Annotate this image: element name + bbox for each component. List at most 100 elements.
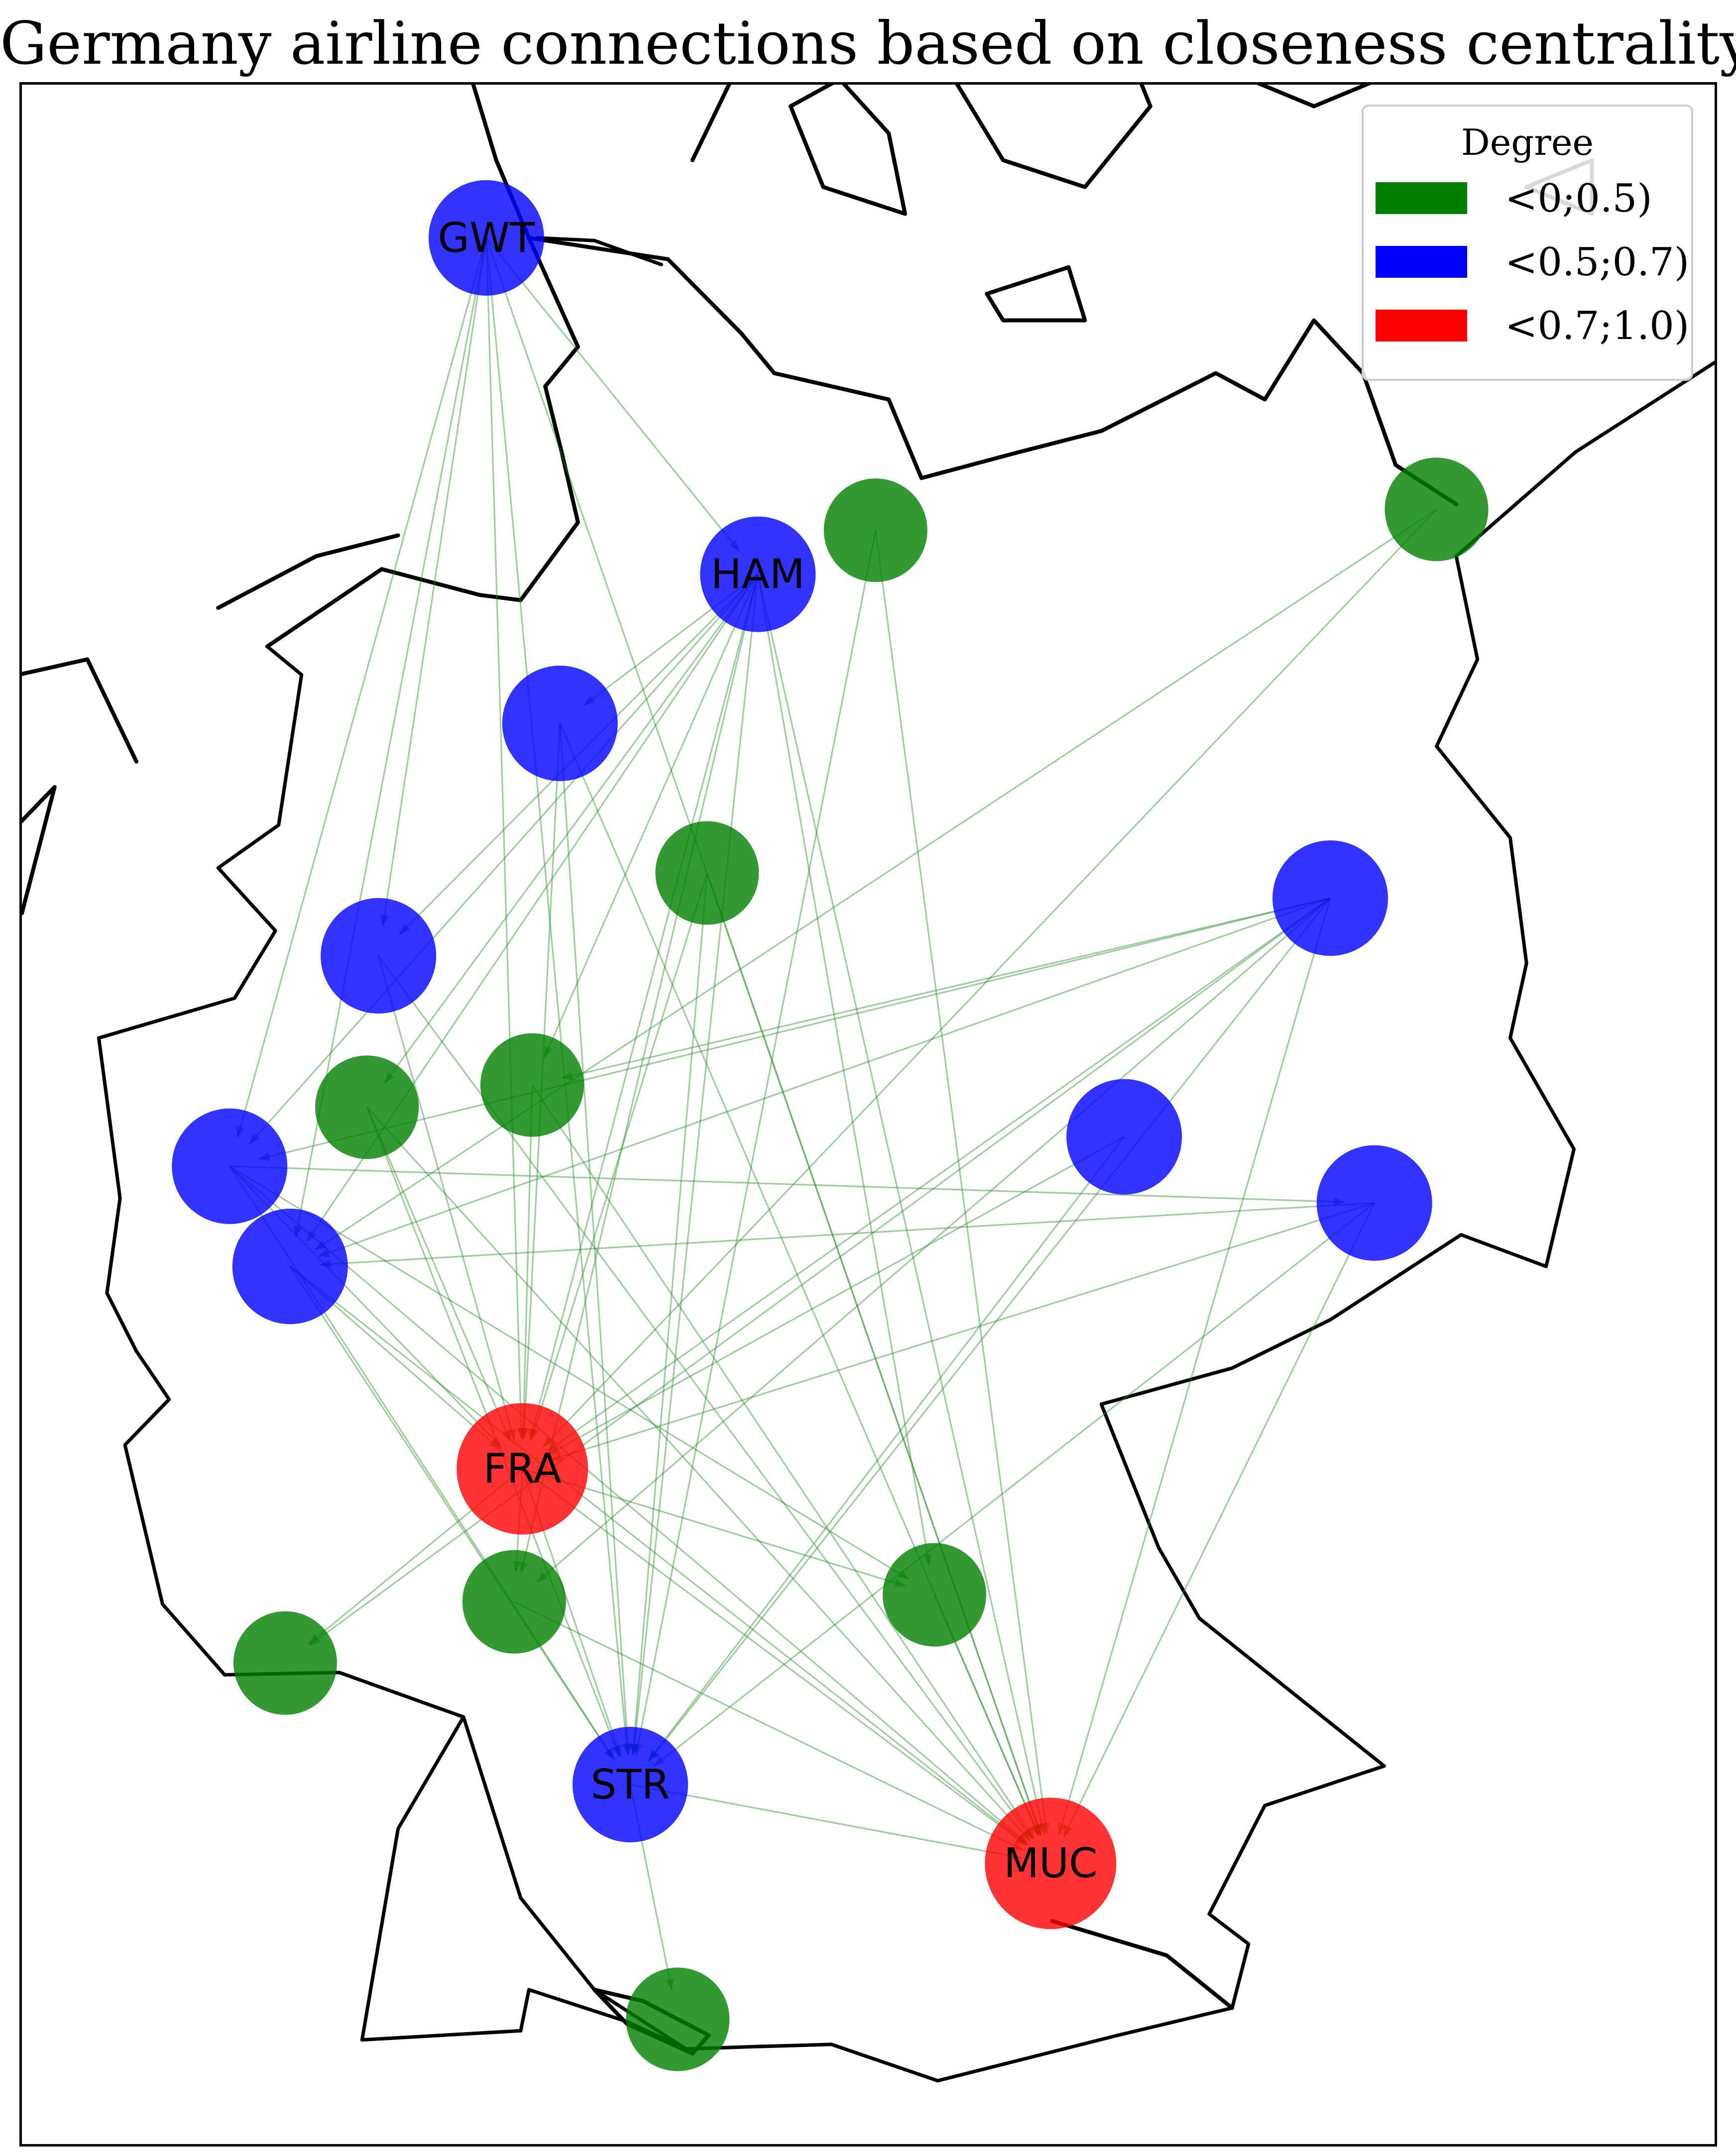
- route-ERF-FRA: [548, 1136, 1125, 1456]
- route-BRE-STR: [559, 723, 629, 1755]
- legend-label-mid: <0.5;0.7): [1505, 240, 1690, 285]
- route-HAM-NUE: [757, 574, 930, 1566]
- route-HAM-HHN: [520, 574, 759, 1573]
- airport-node-dus: [172, 1108, 288, 1224]
- route-DTM-FRA: [366, 1107, 511, 1442]
- route-PAD-MUC: [531, 1084, 1035, 1839]
- legend-title: Degree: [1461, 121, 1594, 163]
- route-DRS-CGN: [320, 1202, 1375, 1266]
- airport-node-hdf: [1385, 457, 1489, 562]
- route-ERF-STR: [648, 1136, 1125, 1762]
- route-BER-PAD: [561, 897, 1331, 1079]
- airport-node-fmo: [321, 898, 437, 1014]
- route-HAM-DUS: [248, 573, 759, 1145]
- airport-node-dtm: [315, 1055, 419, 1159]
- airport-node-lbc: [823, 478, 927, 582]
- route-BER-HHN: [536, 897, 1331, 1583]
- legend-swatch-green: [1376, 182, 1467, 214]
- coastline-4: [789, 85, 907, 216]
- route-BER-STR: [648, 898, 1331, 1762]
- country-border-5: [1435, 554, 1576, 1268]
- airport-node-pad: [480, 1033, 584, 1137]
- route-DRS-FRA: [551, 1202, 1375, 1461]
- route-GWT-HAM: [485, 237, 740, 552]
- airport-node-ham: [700, 516, 816, 632]
- legend-entry-low: <0;0.5): [1376, 176, 1684, 221]
- route-HAJ-STR: [632, 873, 708, 1755]
- route-FMO-MUC: [377, 955, 1034, 1840]
- legend-entry-high: <0.7;1.0): [1376, 304, 1689, 348]
- route-HDF-FRA: [542, 509, 1437, 1448]
- coastline-12: [216, 533, 400, 610]
- airport-labels: GWT HAM FRA STR MUC: [438, 215, 1098, 1887]
- airport-label-gwt: GWT: [438, 215, 536, 262]
- airport-nodes: [172, 180, 1489, 2071]
- airport-node-str: [573, 1726, 688, 1842]
- airport-node-hhn: [462, 1550, 566, 1654]
- route-FRA-NUE: [522, 1468, 907, 1587]
- airport-label-ham: HAM: [711, 551, 805, 598]
- route-HAM-STR: [632, 574, 759, 1755]
- country-border-3: [684, 1764, 1386, 2083]
- coastlines: [22, 85, 1594, 2056]
- airport-node-fdh: [626, 1967, 730, 2071]
- route-BER-MUC: [1058, 898, 1331, 1835]
- route-HAM-PAD: [543, 573, 759, 1058]
- country-border-4: [1099, 1233, 1548, 1768]
- route-DRS-MUC: [1063, 1202, 1376, 1837]
- route-HHN-MUC: [514, 1601, 1025, 1851]
- route-DRS-STR: [653, 1202, 1375, 1767]
- airport-label-fra: FRA: [483, 1446, 562, 1493]
- coastline-1: [527, 235, 1458, 506]
- route-HDF-CGN: [314, 508, 1437, 1251]
- route-HAJ-FRA: [530, 873, 708, 1441]
- map-canvas: GWT HAM FRA STR MUC: [22, 85, 1715, 2083]
- route-PAD-FRA: [522, 1085, 533, 1439]
- coastline-8: [1256, 85, 1372, 109]
- route-HAJ-MUC: [706, 873, 1042, 1836]
- airport-node-drs: [1316, 1145, 1432, 1261]
- route-GWT-CGN: [295, 237, 487, 1238]
- coastline-11: [22, 785, 57, 915]
- route-FRA-MUC: [522, 1468, 1028, 1846]
- legend-swatch-blue: [1376, 246, 1467, 278]
- coastline-10: [22, 657, 138, 764]
- route-edges: [229, 237, 1437, 1991]
- country-border-1: [105, 1291, 465, 2042]
- route-GWT-DUS: [236, 237, 487, 1138]
- coastline-3: [690, 85, 731, 162]
- route-BER-SCN: [309, 897, 1331, 1646]
- legend-entry-mid: <0.5;0.7): [1376, 240, 1689, 285]
- route-HAM-MUC: [757, 574, 1045, 1835]
- route-BER-FRA: [546, 897, 1331, 1453]
- airport-node-muc: [985, 1798, 1117, 1929]
- route-GWT-STR: [485, 237, 629, 1755]
- page-title: Germany airline connections based on clo…: [0, 9, 1736, 78]
- route-BER-DUS: [258, 897, 1331, 1160]
- airport-node-haj: [655, 821, 759, 925]
- legend: Degree <0;0.5) <0.5;0.7) <0.7;1.0): [1362, 105, 1693, 381]
- route-DTM-MUC: [366, 1107, 1032, 1842]
- route-LBC-MUC: [875, 530, 1048, 1834]
- route-BRE-MUC: [559, 723, 1040, 1836]
- route-FMO-FRA: [377, 955, 515, 1441]
- airport-label-muc: MUC: [1004, 1840, 1097, 1887]
- route-DUS-MUC: [229, 1165, 1029, 1845]
- route-CGN-STR: [289, 1266, 615, 1760]
- airport-node-nue: [883, 1543, 986, 1647]
- country-border-6: [1454, 360, 1715, 558]
- country-border-0: [97, 645, 304, 1295]
- route-STR-MUC: [630, 1784, 1022, 1859]
- coastline-13: [1050, 1919, 1234, 2010]
- coastline-5: [955, 85, 1153, 189]
- route-CGN-MUC: [289, 1265, 1028, 1846]
- route-DUS-NUE: [229, 1165, 910, 1580]
- airport-node-erf: [1066, 1079, 1182, 1195]
- airport-node-scn: [233, 1611, 337, 1715]
- airport-node-cgn: [232, 1209, 348, 1324]
- legend-swatch-red: [1376, 310, 1467, 341]
- route-GWT-FRA: [485, 237, 523, 1439]
- legend-label-low: <0;0.5): [1505, 176, 1652, 221]
- country-borders: [97, 236, 1715, 2083]
- coastline-6: [985, 265, 1087, 323]
